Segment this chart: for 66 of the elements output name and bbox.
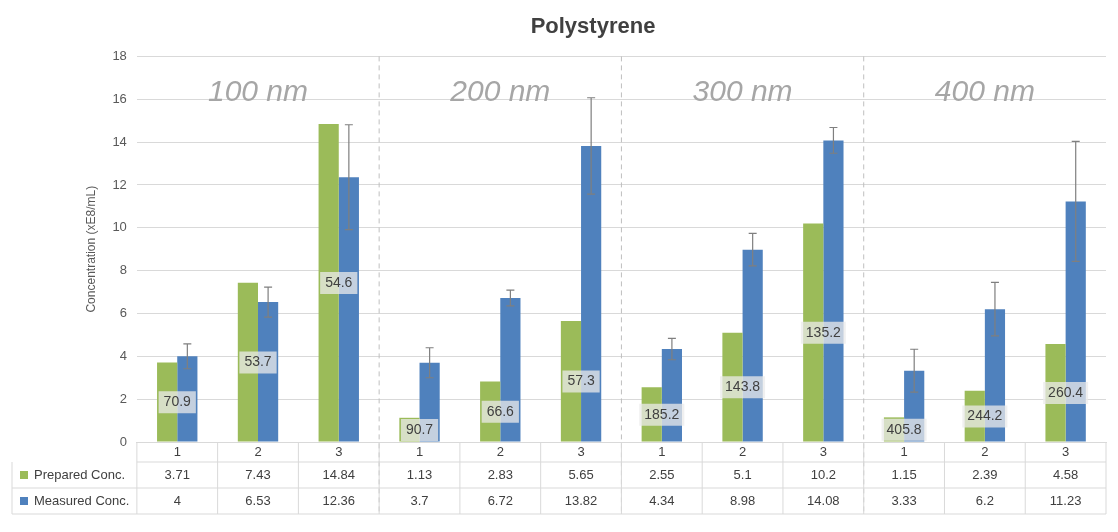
data-label: 6.53 (245, 492, 271, 508)
y-tick-label: 0 (119, 433, 127, 449)
x-tick-label: 1 (415, 443, 424, 459)
annotation: 135.2 (805, 323, 842, 340)
x-tick-label: 2 (981, 443, 989, 459)
x-tick-label: 1 (173, 443, 181, 459)
annotation: 143.8 (725, 378, 761, 395)
data-label: 4.58 (1052, 466, 1079, 482)
data-label: 1.15 (891, 466, 917, 482)
data-label: 14.08 (807, 492, 840, 508)
x-tick-label: 2 (738, 443, 747, 459)
data-label: 5.65 (568, 466, 594, 482)
x-tick-label: 1 (658, 443, 666, 459)
y-axis-title: Concentration (xE8/mL) (83, 185, 98, 313)
annotation: 260.4 (1048, 383, 1084, 400)
annotation: 57.3 (567, 372, 595, 389)
data-label: 3.7 (410, 492, 429, 508)
data-label: 1.13 (406, 466, 433, 482)
data-label: 2.83 (487, 466, 513, 482)
y-tick-label: 12 (112, 176, 127, 192)
annotation: 405.8 (886, 420, 922, 437)
data-label: 6.72 (487, 492, 513, 508)
data-label: 6.2 (975, 492, 994, 508)
x-tick-label: 2 (254, 443, 262, 459)
x-tick-label: 1 (900, 443, 908, 459)
y-tick-label: 8 (119, 262, 127, 278)
annotation: 400 nm (934, 73, 1035, 107)
annotation: 66.6 (486, 402, 515, 419)
legend-label: Prepared Conc. (34, 466, 126, 482)
y-tick-label: 18 (112, 47, 127, 63)
x-tick-label: 3 (577, 443, 585, 459)
annotation: 54.6 (325, 273, 353, 290)
data-label: 11.23 (1049, 492, 1082, 508)
data-label: 3.71 (164, 466, 190, 482)
legend-label: Measured Conc. (34, 492, 130, 508)
x-tick-label: 3 (335, 443, 343, 459)
y-tick-label: 6 (119, 305, 127, 321)
y-tick-label: 4 (119, 347, 127, 363)
x-tick-label: 3 (819, 443, 827, 459)
data-label: 5.1 (733, 466, 752, 482)
x-tick-label: 2 (496, 443, 504, 459)
data-label: 7.43 (245, 466, 271, 482)
chart-title: Polystyrene (530, 13, 656, 39)
data-label: 4.34 (649, 492, 675, 508)
x-tick-label: 3 (1062, 443, 1070, 459)
annotation: 185.2 (644, 405, 680, 422)
data-label: 3.33 (891, 492, 917, 508)
data-label: 2.55 (649, 466, 675, 482)
data-label: 8.98 (729, 492, 756, 508)
data-label: 10.2 (810, 466, 836, 482)
data-label: 12.36 (322, 492, 356, 508)
y-tick-label: 16 (112, 90, 127, 106)
data-label: 4 (173, 492, 181, 508)
data-label: 14.84 (322, 466, 356, 482)
annotation: 100 nm (207, 73, 309, 107)
annotation: 244.2 (967, 407, 1003, 424)
annotation: 300 nm (692, 73, 793, 107)
y-tick-label: 2 (119, 390, 127, 406)
y-tick-label: 14 (112, 133, 127, 149)
data-label: 13.82 (564, 492, 598, 508)
annotation: 53.7 (244, 353, 272, 370)
data-label: 2.39 (972, 466, 998, 482)
annotation: 90.7 (405, 420, 434, 437)
annotation: 70.9 (163, 393, 192, 410)
annotation: 200 nm (449, 73, 551, 107)
y-tick-label: 10 (112, 219, 127, 235)
